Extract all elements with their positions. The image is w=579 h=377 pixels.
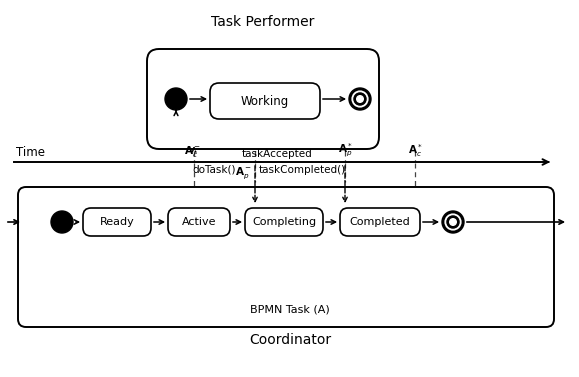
Text: Completed: Completed xyxy=(350,217,411,227)
Text: Time: Time xyxy=(16,146,45,159)
FancyBboxPatch shape xyxy=(18,187,554,327)
Text: taskCompleted(): taskCompleted() xyxy=(259,165,346,175)
FancyBboxPatch shape xyxy=(83,208,151,236)
Circle shape xyxy=(354,93,366,105)
Circle shape xyxy=(357,96,363,102)
Text: Active: Active xyxy=(182,217,216,227)
Text: Task Performer: Task Performer xyxy=(211,15,315,29)
Text: doTask(): doTask() xyxy=(192,165,236,175)
Text: $\mathbf{A}^-_p$: $\mathbf{A}^-_p$ xyxy=(235,165,252,181)
Circle shape xyxy=(442,211,464,233)
Text: $\mathbf{A}^-_c$: $\mathbf{A}^-_c$ xyxy=(184,144,200,159)
FancyBboxPatch shape xyxy=(340,208,420,236)
Circle shape xyxy=(447,216,459,228)
FancyBboxPatch shape xyxy=(210,83,320,119)
Circle shape xyxy=(51,211,73,233)
Text: $\mathbf{A}^*_p$: $\mathbf{A}^*_p$ xyxy=(338,142,353,159)
Text: $\mathbf{A}^*_c$: $\mathbf{A}^*_c$ xyxy=(408,142,423,159)
FancyBboxPatch shape xyxy=(168,208,230,236)
Circle shape xyxy=(450,219,456,225)
Circle shape xyxy=(349,88,371,110)
Circle shape xyxy=(352,91,368,107)
Text: Ready: Ready xyxy=(100,217,134,227)
Circle shape xyxy=(165,88,187,110)
Text: taskAccepted: taskAccepted xyxy=(241,149,313,159)
Text: Coordinator: Coordinator xyxy=(249,333,331,347)
Text: Working: Working xyxy=(241,95,289,107)
FancyBboxPatch shape xyxy=(245,208,323,236)
Text: Completing: Completing xyxy=(252,217,316,227)
Text: BPMN Task (A): BPMN Task (A) xyxy=(250,304,330,314)
FancyBboxPatch shape xyxy=(147,49,379,149)
Circle shape xyxy=(445,214,461,230)
